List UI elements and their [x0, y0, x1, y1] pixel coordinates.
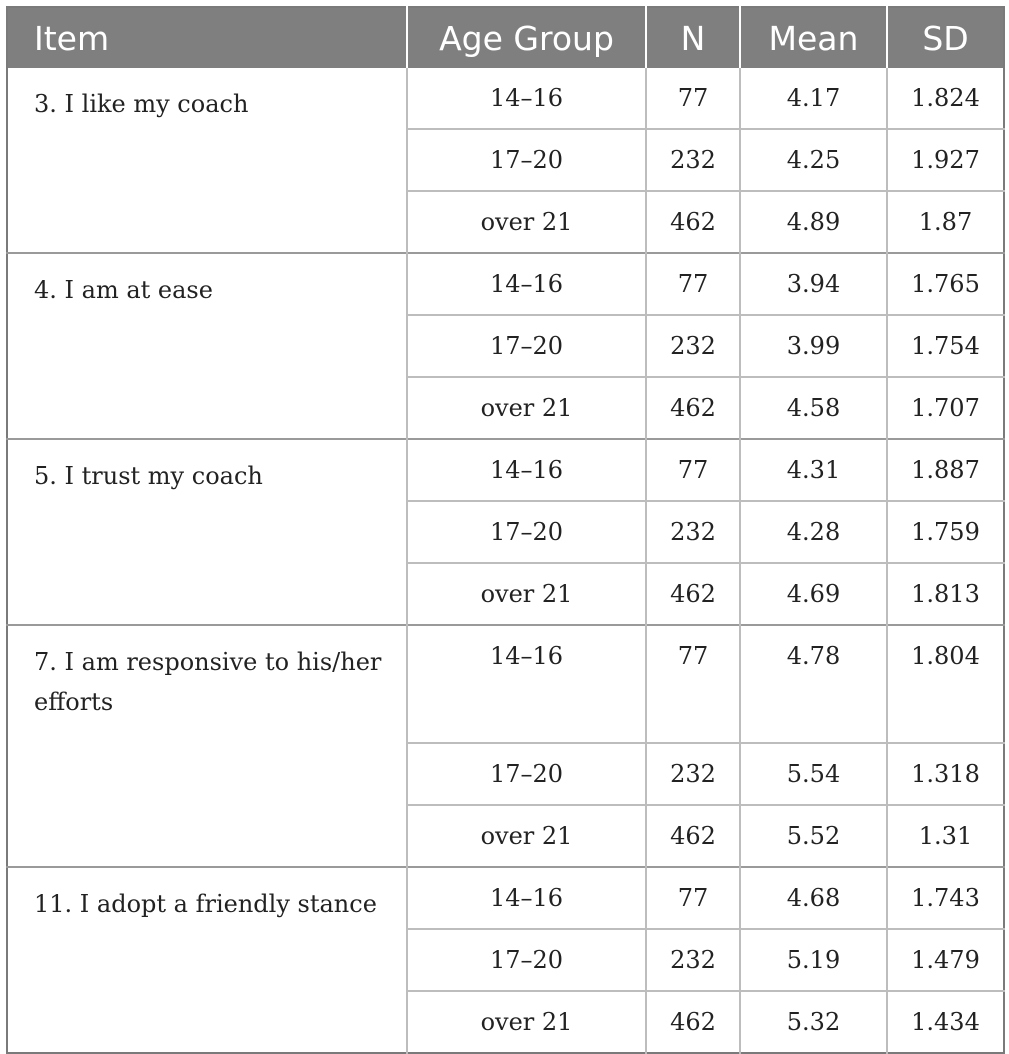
n-cell: 232 [645, 128, 740, 191]
mean-cell: 4.89 [739, 190, 887, 253]
age-group-cell: over 21 [406, 376, 646, 439]
mean-cell: 4.68 [739, 866, 887, 929]
table-row: 3. I like my coach 14–16 77 4.17 1.824 [7, 68, 1004, 129]
age-group-cell: over 21 [406, 562, 646, 625]
table-row: over 21 462 4.89 1.87 [7, 190, 1004, 253]
header-row: Item Age Group N Mean SD [7, 7, 1004, 68]
item-cell: 3. I like my coach [34, 90, 249, 118]
sd-cell: 1.927 [886, 128, 1004, 191]
mean-cell: 4.28 [739, 500, 887, 563]
age-group-cell: 17–20 [406, 500, 646, 563]
mean-cell: 4.17 [739, 68, 887, 129]
mean-cell: 5.19 [739, 928, 887, 991]
age-group-cell: 17–20 [406, 128, 646, 191]
n-cell: 232 [645, 500, 740, 563]
item-cell: 4. I am at ease [7, 252, 407, 439]
n-cell: 462 [645, 804, 740, 867]
sd-cell: 1.707 [886, 376, 1004, 439]
header-mean: Mean [739, 7, 887, 68]
mean-cell: 5.52 [739, 804, 887, 867]
age-group-cell: 14–16 [406, 68, 646, 129]
n-cell: 77 [645, 624, 740, 743]
n-cell: 77 [645, 866, 740, 929]
mean-cell: 4.31 [739, 438, 887, 501]
n-cell: 232 [645, 928, 740, 991]
data-table: Item Age Group N Mean SD 3. I like my co… [6, 6, 1005, 1054]
mean-cell: 3.99 [739, 314, 887, 377]
n-cell: 462 [645, 562, 740, 625]
n-cell: 232 [645, 742, 740, 805]
sd-cell: 1.813 [886, 562, 1004, 625]
sd-cell: 1.754 [886, 314, 1004, 377]
age-group-cell: 14–16 [406, 438, 646, 501]
sd-cell: 1.887 [886, 438, 1004, 501]
table-row: 4. I am at ease 14–16 77 3.94 1.765 [7, 252, 1004, 439]
sd-cell: 1.87 [886, 190, 1004, 253]
sd-cell: 1.31 [886, 804, 1004, 867]
table-row: over 21 462 4.58 1.707 [7, 376, 1004, 439]
age-group-cell: over 21 [406, 990, 646, 1053]
age-group-cell: 14–16 [406, 866, 646, 929]
header-age-group: Age Group [406, 7, 646, 68]
sd-cell: 1.759 [886, 500, 1004, 563]
table-row: over 21 462 5.52 1.31 [7, 804, 1004, 867]
mean-cell: 5.32 [739, 990, 887, 1053]
table-row: 7. I am responsive to his/her efforts 14… [7, 624, 1004, 867]
sd-cell: 1.765 [886, 252, 1004, 315]
age-group-cell: 17–20 [406, 928, 646, 991]
sd-cell: 1.804 [886, 624, 1004, 743]
table-row: 5. I trust my coach 14–16 77 4.31 1.887 [7, 438, 1004, 625]
n-cell: 77 [645, 252, 740, 315]
table-row: 17–20 232 4.28 1.759 [7, 500, 1004, 563]
n-cell: 232 [645, 314, 740, 377]
age-group-cell: 14–16 [406, 252, 646, 315]
sd-cell: 1.318 [886, 742, 1004, 805]
table-row: 17–20 232 4.25 1.927 [7, 128, 1004, 191]
sd-cell: 1.743 [886, 866, 1004, 929]
mean-cell: 4.69 [739, 562, 887, 625]
table-row: over 21 462 5.32 1.434 [7, 990, 1004, 1053]
age-group-cell: over 21 [406, 804, 646, 867]
sd-cell: 1.434 [886, 990, 1004, 1053]
n-cell: 77 [645, 68, 740, 129]
table-header: Item Age Group N Mean SD [7, 7, 1004, 68]
age-group-cell: 17–20 [406, 314, 646, 377]
mean-cell: 3.94 [739, 252, 887, 315]
table-row: 17–20 232 5.19 1.479 [7, 928, 1004, 991]
mean-cell: 4.58 [739, 376, 887, 439]
table-body: 3. I like my coach 14–16 77 4.17 1.824 1… [7, 68, 1004, 1053]
mean-cell: 4.78 [739, 624, 887, 743]
n-cell: 462 [645, 190, 740, 253]
n-cell: 77 [645, 438, 740, 501]
n-cell: 462 [645, 376, 740, 439]
table-row: 17–20 232 5.54 1.318 [7, 742, 1004, 805]
age-group-cell: 17–20 [406, 742, 646, 805]
n-cell: 462 [645, 990, 740, 1053]
table-row: over 21 462 4.69 1.813 [7, 562, 1004, 625]
table-row: 11. I adopt a friendly stance 14–16 77 4… [7, 866, 1004, 1053]
item-cell: 7. I am responsive to his/her efforts [7, 624, 407, 867]
mean-cell: 5.54 [739, 742, 887, 805]
sd-cell: 1.479 [886, 928, 1004, 991]
header-item: Item [7, 7, 407, 68]
table-row: 17–20 232 3.99 1.754 [7, 314, 1004, 377]
mean-cell: 4.25 [739, 128, 887, 191]
header-n: N [645, 7, 740, 68]
header-sd: SD [886, 7, 1004, 68]
item-cell: 5. I trust my coach [7, 438, 407, 625]
table-container: Item Age Group N Mean SD 3. I like my co… [6, 6, 1005, 1054]
age-group-cell: over 21 [406, 190, 646, 253]
age-group-cell: 14–16 [406, 624, 646, 743]
item-cell: 11. I adopt a friendly stance [7, 866, 407, 1053]
sd-cell: 1.824 [886, 68, 1004, 129]
